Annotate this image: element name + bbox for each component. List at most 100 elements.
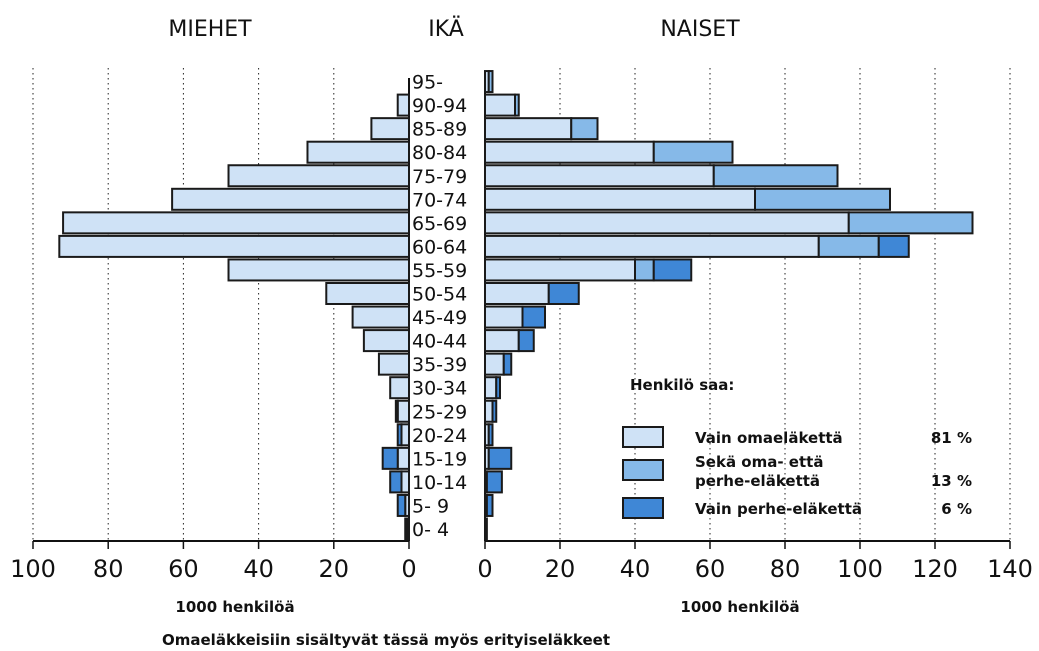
- women-bar-segment: [495, 376, 501, 400]
- men-bar-segment: [389, 376, 411, 400]
- legend-label: perhe-eläkettä: [695, 472, 820, 490]
- bars: [58, 70, 974, 541]
- women-bar-segment: [484, 329, 520, 353]
- legend-swatch: [622, 426, 664, 448]
- men-bar-segment: [227, 164, 410, 188]
- women-bar-segment: [484, 399, 494, 423]
- women-bar-segment: [517, 329, 535, 353]
- men-bar-segment: [389, 470, 403, 494]
- women-tick-label: 60: [695, 555, 726, 583]
- age-label: 95-: [412, 72, 443, 94]
- women-bar-segment: [484, 211, 850, 235]
- women-bar-segment: [634, 258, 655, 282]
- age-label: 20-24: [412, 425, 467, 447]
- footnote: Omaeläkkeisiin sisältyvät tässä myös eri…: [162, 631, 610, 649]
- men-bar-segment: [306, 140, 411, 164]
- women-bar-segment: [652, 140, 734, 164]
- age-label: 45-49: [412, 307, 467, 329]
- women-bar-segment: [484, 93, 516, 117]
- age-label: 55-59: [412, 260, 467, 282]
- age-header: IKÄ: [428, 16, 464, 42]
- legend-label: Sekä oma- että: [695, 453, 823, 471]
- women-bar-segment: [547, 282, 580, 305]
- men-bar-segment: [396, 93, 411, 117]
- women-tick-label: 100: [837, 555, 883, 583]
- age-label: 35-39: [412, 354, 467, 376]
- women-bar-segment: [485, 493, 494, 517]
- age-label: 60-64: [412, 236, 467, 258]
- women-bar-segment: [570, 117, 599, 141]
- men-bar-segment: [394, 399, 399, 423]
- age-label: 90-94: [412, 95, 467, 117]
- legend-percent: 81 %: [931, 429, 972, 447]
- legend-label: Vain omaeläkettä: [695, 429, 843, 447]
- men-bar-segment: [400, 470, 411, 494]
- legend: Henkilö saa: Vain omaeläkettä 81 % Sekä om…: [622, 376, 972, 519]
- women-bar-segment: [484, 376, 498, 400]
- age-labels: 0- 45- 910-1415-1920-2425-2930-3435-3940…: [412, 72, 467, 541]
- men-bar-segment: [325, 282, 410, 305]
- age-label: 75-79: [412, 166, 467, 188]
- men-bar-segment: [171, 187, 410, 211]
- age-label: 0- 4: [412, 519, 449, 541]
- legend-entries: Vain omaeläkettä 81 % Sekä oma- ettäperhe-…: [622, 426, 972, 519]
- women-tick-label: 20: [545, 555, 576, 583]
- women-tick-label: 80: [770, 555, 801, 583]
- legend-percent: 13 %: [931, 472, 972, 490]
- age-label: 70-74: [412, 189, 467, 211]
- women-tick-label: 120: [912, 555, 958, 583]
- age-label: 65-69: [412, 213, 467, 235]
- men-tick-label: 80: [93, 555, 124, 583]
- age-label: 30-34: [412, 378, 467, 400]
- women-bar-segment: [487, 446, 513, 470]
- women-bar-segment: [521, 305, 546, 329]
- men-tick-label: 60: [168, 555, 199, 583]
- women-bar-segment: [484, 234, 820, 258]
- men-bar-segment: [58, 234, 410, 258]
- men-bar-segment: [377, 352, 411, 376]
- age-label: 40-44: [412, 331, 467, 353]
- men-bar-segment: [396, 493, 407, 517]
- men-bar-segment: [370, 117, 410, 141]
- age-label: 85-89: [412, 119, 467, 141]
- x-tick-labels: 0 20 40 60 80 100 0 20 40 60 80 100 120 140: [10, 555, 1033, 583]
- men-bar-segment: [62, 211, 411, 235]
- women-bar-segment: [484, 164, 715, 188]
- men-bar-segment: [396, 446, 411, 470]
- legend-percent: 6 %: [941, 500, 972, 518]
- women-header: NAISET: [660, 17, 740, 42]
- age-label: 10-14: [412, 472, 467, 494]
- women-bar-segment: [514, 93, 520, 117]
- women-bar-segment: [712, 164, 839, 188]
- men-bar-segment: [396, 423, 403, 447]
- women-bar-segment: [484, 305, 524, 329]
- women-bar-segment: [484, 187, 756, 211]
- women-bar-segment: [487, 423, 494, 447]
- legend-label: Vain perhe-eläkettä: [695, 500, 862, 518]
- women-tick-label: 140: [987, 555, 1033, 583]
- women-bar-segment: [484, 117, 573, 141]
- age-label: 15-19: [412, 448, 467, 470]
- age-label: 50-54: [412, 284, 467, 306]
- women-bar-segment: [502, 352, 513, 376]
- women-bar-segment: [484, 282, 550, 305]
- men-axis-unit: 1000 henkilöä: [175, 598, 294, 616]
- women-bar-segment: [877, 234, 910, 258]
- men-bar-segment: [381, 446, 399, 470]
- men-tick-label: 40: [243, 555, 274, 583]
- men-bar-segment: [227, 258, 410, 282]
- women-bar-segment: [817, 234, 880, 258]
- women-tick-label: 40: [620, 555, 651, 583]
- men-tick-label: 100: [10, 555, 56, 583]
- women-bar-segment: [484, 517, 488, 541]
- age-label: 80-84: [412, 142, 467, 164]
- women-bar-segment: [484, 258, 636, 282]
- legend-title: Henkilö saa:: [630, 376, 734, 394]
- women-bar-segment: [484, 352, 505, 376]
- men-bar-segment: [396, 399, 411, 423]
- women-bar-segment: [487, 70, 494, 94]
- women-bar-segment: [485, 470, 503, 494]
- men-header: MIEHET: [168, 17, 252, 42]
- women-axis-unit: 1000 henkilöä: [680, 598, 799, 616]
